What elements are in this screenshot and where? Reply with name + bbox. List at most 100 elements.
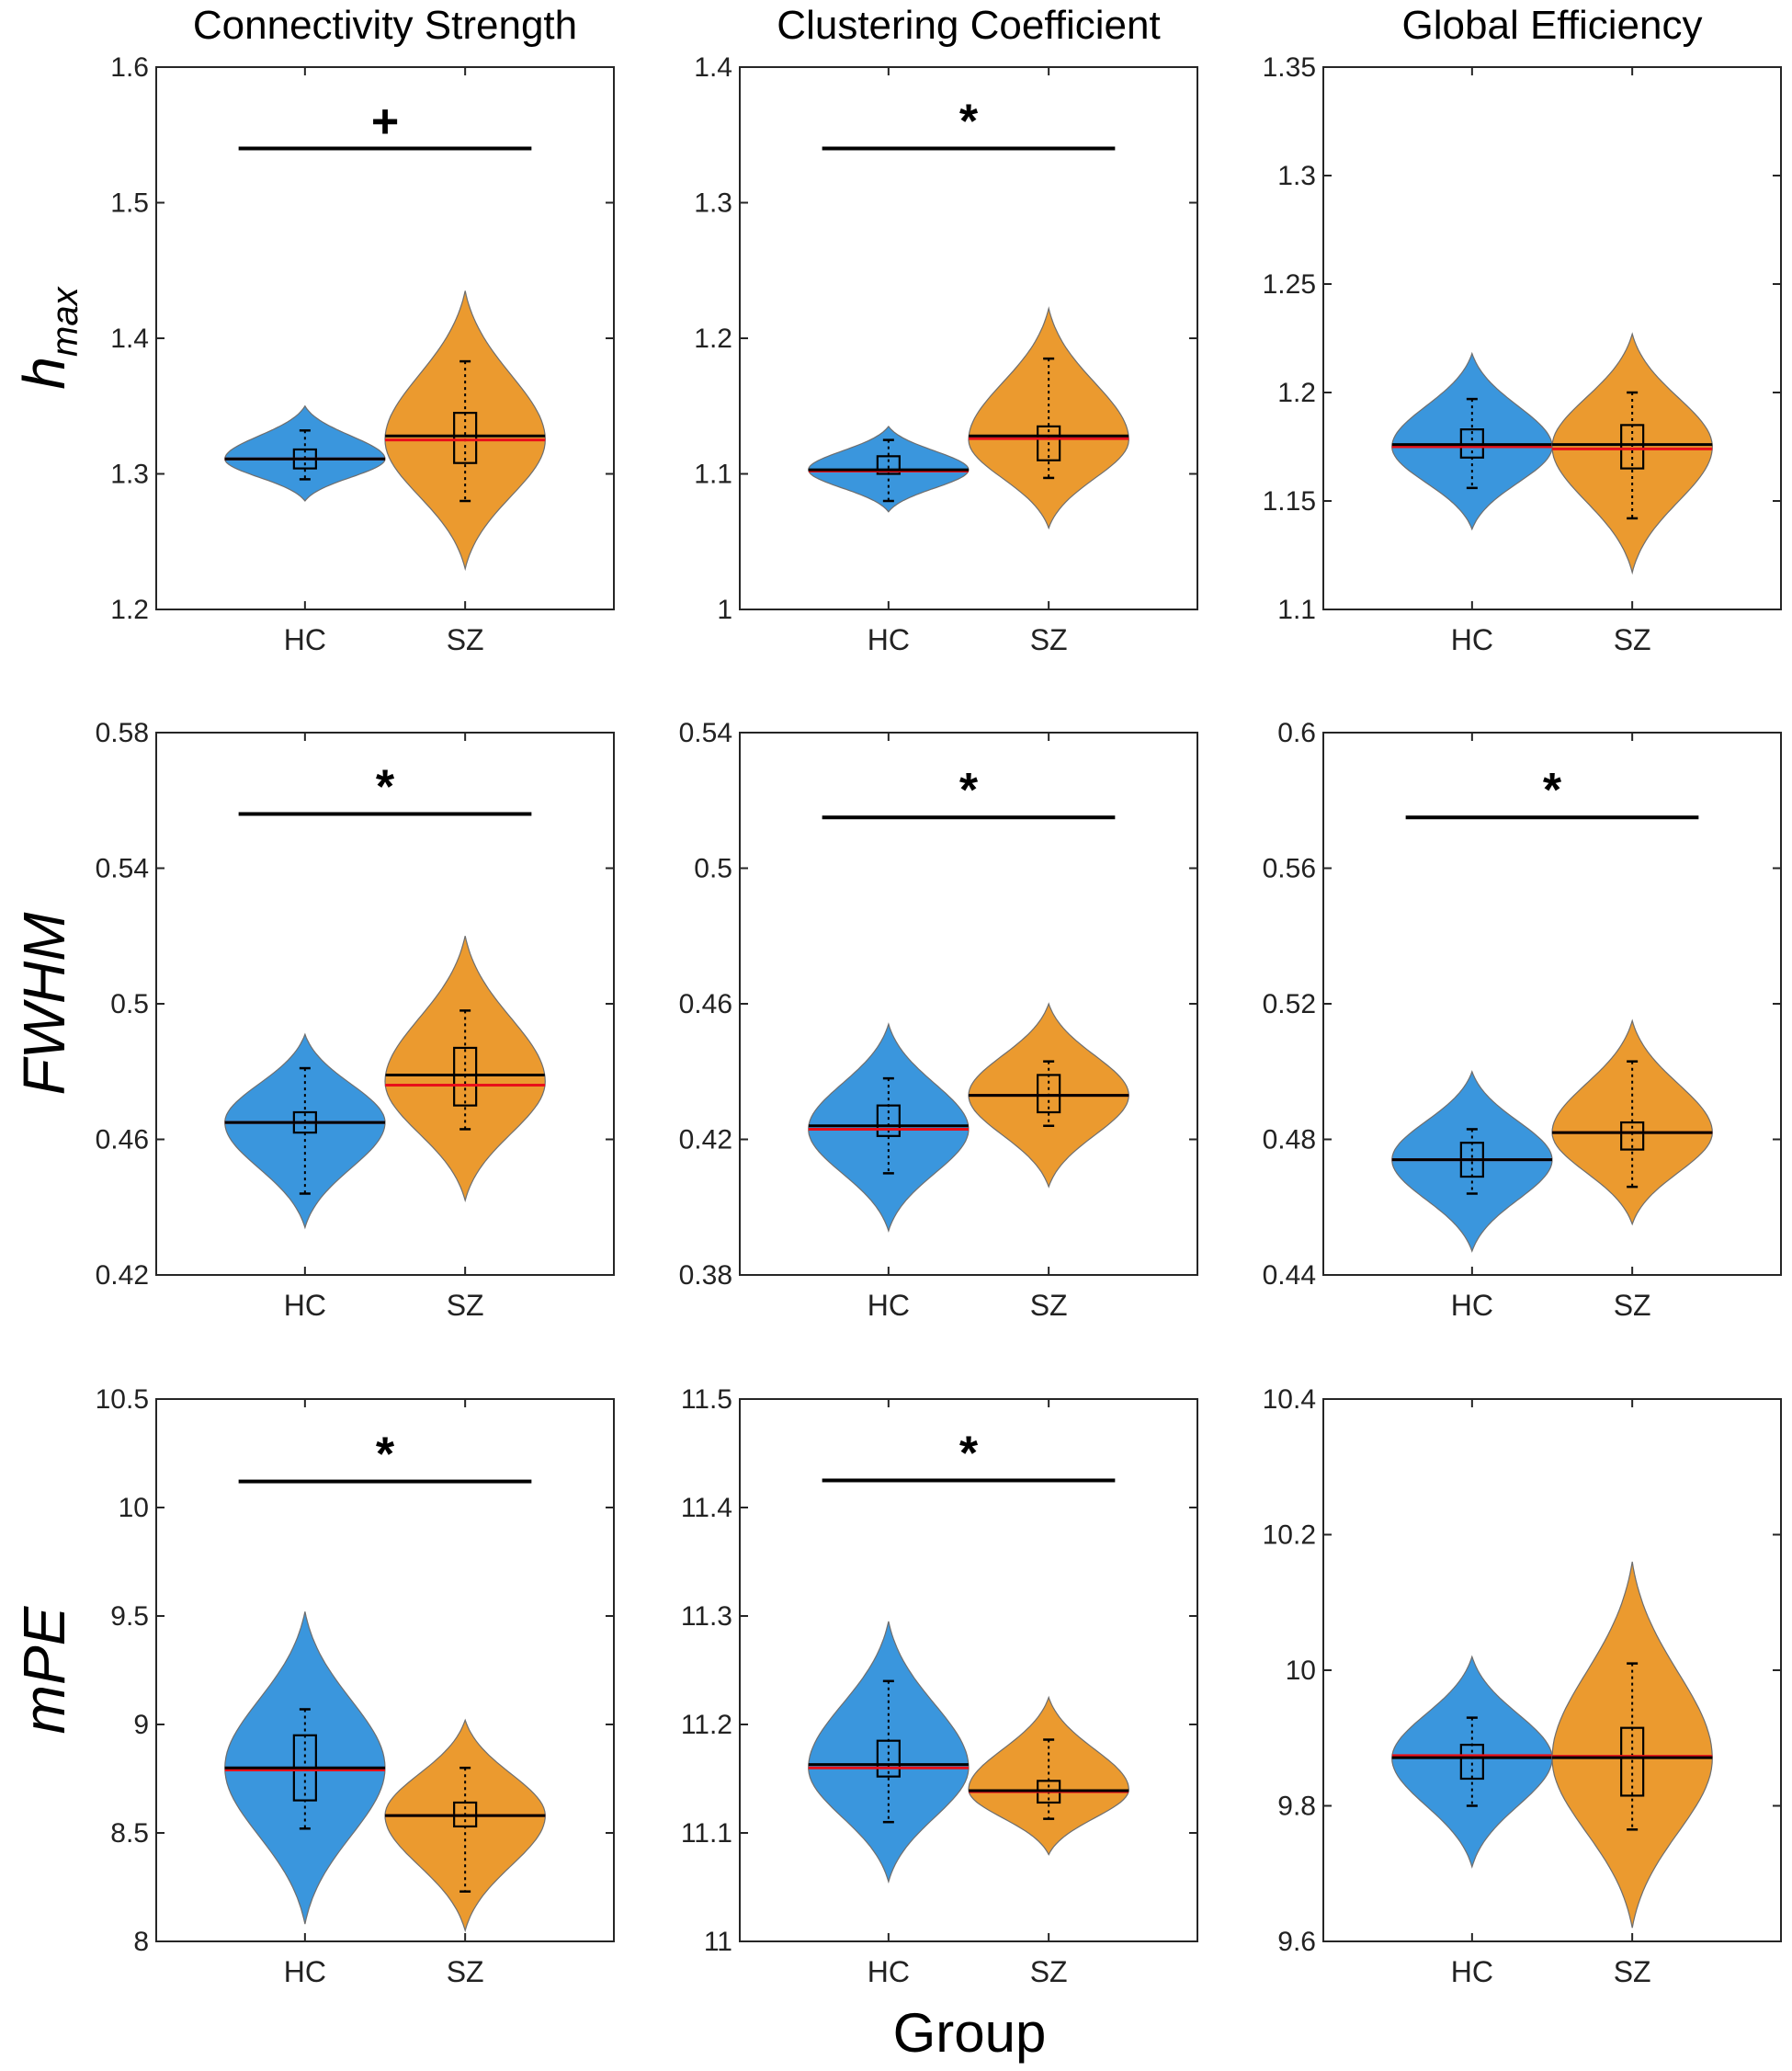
y-tick-label: 1.35 xyxy=(1263,52,1316,83)
x-tick-label-hc: HC xyxy=(284,1289,326,1322)
box-sz xyxy=(453,1046,478,1107)
y-tick-label: 0.54 xyxy=(679,718,732,748)
significance-marker: * xyxy=(376,1428,395,1482)
violin-sz xyxy=(384,1718,546,1933)
box-hc xyxy=(876,1104,901,1137)
y-tick-label: 10 xyxy=(119,1493,149,1523)
axes-box xyxy=(739,732,1198,1276)
panel-r2-c1: 0.42 0.46 0.5 0.54 0.58 HC SZ * xyxy=(96,718,615,1322)
axes-box xyxy=(1322,1398,1782,1942)
row-labels: hmax FWHM mPE xyxy=(11,285,85,1734)
violin-sz xyxy=(384,936,546,1202)
x-tick-label-sz: SZ xyxy=(1614,1955,1651,1988)
y-tick-label: 9.8 xyxy=(1277,1792,1316,1822)
x-tick-label-sz: SZ xyxy=(447,1955,484,1988)
y-tick-label: 0.44 xyxy=(1263,1260,1316,1291)
y-tick-label: 1 xyxy=(717,595,732,625)
axes-box xyxy=(1322,732,1782,1276)
x-tick-label-hc: HC xyxy=(1451,1955,1493,1988)
violin-hc xyxy=(1391,1655,1553,1869)
box-sz xyxy=(1620,424,1645,470)
violin-sz xyxy=(1551,332,1713,575)
y-tick-label: 0.48 xyxy=(1263,1125,1316,1155)
y-tick-label: 9.5 xyxy=(110,1601,149,1632)
y-tick-label: 1.6 xyxy=(110,52,149,83)
x-tick-label-sz: SZ xyxy=(1030,1289,1068,1322)
y-tick-label: 0.5 xyxy=(694,854,732,884)
x-tick-label-sz: SZ xyxy=(447,1289,484,1322)
y-tick-label: 1.1 xyxy=(1277,595,1316,625)
y-tick-label: 0.42 xyxy=(679,1125,732,1155)
box-sz xyxy=(1037,425,1061,461)
panel-grid: 1.21.31.41.51.6HC SZ+11.11.21.31.4HC SZ*1.… xyxy=(96,52,1782,1988)
y-tick-label: 8 xyxy=(133,1927,149,1957)
axes-box xyxy=(1322,66,1782,610)
violin-hc xyxy=(224,1032,386,1230)
y-tick-label: 0.46 xyxy=(679,989,732,1019)
y-tick-label: 8.5 xyxy=(110,1818,149,1849)
significance-marker: * xyxy=(959,96,979,149)
y-tick-label: 1.4 xyxy=(694,52,732,83)
column-title-3: Global Efficiency xyxy=(1402,3,1703,48)
y-tick-label: 1.2 xyxy=(694,324,732,354)
x-tick-label-sz: SZ xyxy=(1030,1955,1068,1988)
violin-sz xyxy=(968,1695,1129,1856)
y-tick-label: 1.2 xyxy=(110,595,149,625)
y-tick-label: 10 xyxy=(1286,1656,1316,1686)
column-title-2: Clustering Coefficient xyxy=(777,3,1160,48)
y-tick-label: 0.42 xyxy=(96,1260,149,1291)
panel-r3-c3: 9.6 9.8 10 10.2 10.4 HC SZ xyxy=(1263,1384,1782,1988)
y-tick-label: 10.5 xyxy=(96,1384,149,1415)
y-tick-label: 11.4 xyxy=(681,1493,732,1523)
y-tick-label: 1.1 xyxy=(694,460,732,490)
box-hc xyxy=(876,455,901,475)
x-tick-label-hc: HC xyxy=(868,1289,910,1322)
y-tick-label: 11.1 xyxy=(681,1818,732,1849)
y-tick-label: 0.58 xyxy=(96,718,149,748)
significance-marker: * xyxy=(959,1428,979,1481)
y-tick-label: 0.6 xyxy=(1277,718,1316,748)
significance-marker: * xyxy=(376,761,395,814)
significance-marker: * xyxy=(1543,764,1562,817)
box-hc xyxy=(876,1739,901,1778)
y-tick-label: 9.6 xyxy=(1277,1927,1316,1957)
panel-r2-c3: 0.44 0.48 0.52 0.56 0.6 HC SZ * xyxy=(1263,718,1782,1322)
panel-r1-c2: 1 1.1 1.2 1.3 1.4 HC SZ * xyxy=(694,52,1198,656)
y-tick-label: 0.52 xyxy=(1263,989,1316,1019)
y-tick-label: 1.3 xyxy=(110,460,149,490)
x-tick-label-hc: HC xyxy=(284,623,326,656)
x-tick-label-hc: HC xyxy=(1451,1289,1493,1322)
box-sz xyxy=(453,412,478,464)
column-title-1: Connectivity Strength xyxy=(193,3,577,48)
y-tick-label: 1.3 xyxy=(694,188,732,219)
panel-r3-c1: 8 8.5 9 9.5 10 10.5 HC SZ * xyxy=(96,1384,615,1988)
y-tick-label: 11.5 xyxy=(681,1384,732,1415)
x-tick-label-hc: HC xyxy=(868,1955,910,1988)
violin-hc xyxy=(224,404,386,502)
x-tick-label-sz: SZ xyxy=(1030,623,1068,656)
y-tick-label: 11 xyxy=(704,1927,732,1957)
row-label-1: hmax xyxy=(11,285,85,389)
y-tick-label: 1.5 xyxy=(110,188,149,219)
box-sz xyxy=(1037,1074,1061,1114)
y-tick-label: 1.3 xyxy=(1277,161,1316,191)
row-label-2: FWHM xyxy=(11,912,77,1096)
x-tick-label-hc: HC xyxy=(284,1955,326,1988)
axes-box xyxy=(155,732,615,1276)
y-tick-label: 1.4 xyxy=(110,324,149,354)
y-tick-label: 11.3 xyxy=(681,1601,732,1632)
box-sz xyxy=(1620,1726,1645,1797)
axes-box xyxy=(739,66,1198,610)
violin-hc xyxy=(808,1621,970,1884)
y-tick-label: 0.56 xyxy=(1263,854,1316,884)
violin-hc xyxy=(808,1022,970,1234)
violin-hc xyxy=(1391,351,1553,531)
x-tick-label-sz: SZ xyxy=(1614,1289,1651,1322)
significance-marker: + xyxy=(371,96,399,149)
column-titles: Connectivity Strength Clustering Coeffici… xyxy=(193,3,1703,48)
y-tick-label: 9 xyxy=(133,1710,149,1740)
box-hc xyxy=(1459,1744,1484,1781)
violin-sz xyxy=(1551,1561,1713,1929)
box-sz xyxy=(1620,1121,1645,1151)
